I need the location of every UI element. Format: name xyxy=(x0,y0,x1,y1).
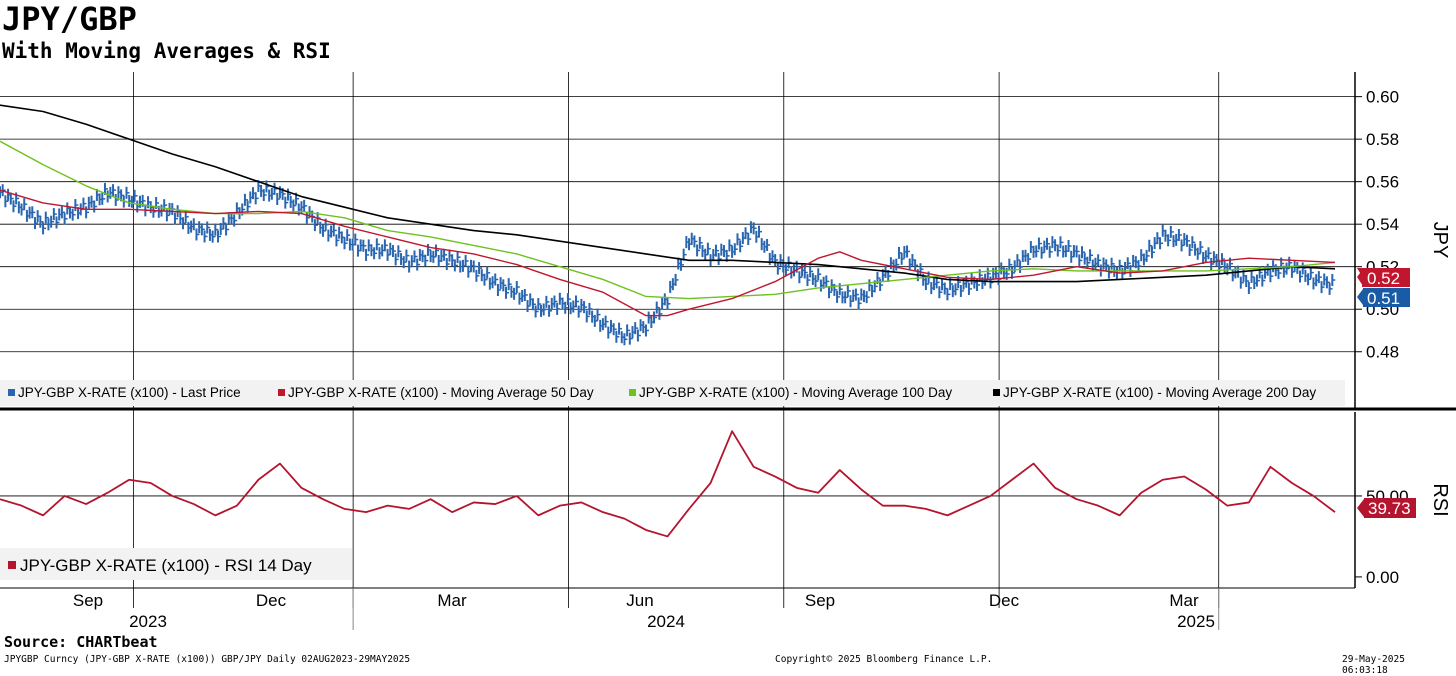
footer-copyright: Copyright© 2025 Bloomberg Finance L.P. xyxy=(775,654,992,665)
legend-swatch-ma50 xyxy=(278,389,285,396)
legend-label-ma200: JPY-GBP X-RATE (x100) - Moving Average 2… xyxy=(1003,385,1316,400)
tag-ma50-label: 0.52 xyxy=(1367,269,1400,288)
x-month-label: Mar xyxy=(1169,591,1199,610)
x-year-label: 2023 xyxy=(129,612,167,631)
tag-rsi-label: 39.73 xyxy=(1368,499,1411,518)
price-tick-label: 0.60 xyxy=(1366,88,1399,107)
legend-label-ma50: JPY-GBP X-RATE (x100) - Moving Average 5… xyxy=(288,385,594,400)
x-month-label: Dec xyxy=(256,591,287,610)
price-axis-title: JPY xyxy=(1429,222,1451,259)
rsi-tick-label: 0.00 xyxy=(1366,568,1399,587)
tag-price: 0.51 xyxy=(1357,288,1410,308)
legend-label-price: JPY-GBP X-RATE (x100) - Last Price xyxy=(18,385,241,400)
ma50-line xyxy=(0,190,1335,315)
source-label: Source: CHARTbeat xyxy=(4,633,158,651)
x-month-label: Jun xyxy=(626,591,653,610)
footer-timestamp: 29-May-2025 06:03:18 xyxy=(1342,654,1456,676)
legend-swatch-ma100 xyxy=(629,389,636,396)
legend-label-ma100: JPY-GBP X-RATE (x100) - Moving Average 1… xyxy=(639,385,952,400)
legend-swatch-ma200 xyxy=(993,389,1000,396)
legend-label-rsi: JPY-GBP X-RATE (x100) - RSI 14 Day xyxy=(20,556,312,575)
x-month-label: Dec xyxy=(989,591,1020,610)
price-tick-label: 0.56 xyxy=(1366,173,1399,192)
price-tick-label: 0.54 xyxy=(1366,215,1399,234)
x-year-label: 2024 xyxy=(647,612,685,631)
rsi-axis-title: RSI xyxy=(1429,483,1451,516)
gridlines xyxy=(0,72,1362,630)
ma100-line xyxy=(0,141,1335,298)
legend-swatch-rsi xyxy=(8,561,16,569)
x-month-label: Sep xyxy=(805,591,835,610)
chart-area: 0.600.580.560.540.520.500.4850.000.00Sep… xyxy=(0,0,1456,632)
x-month-label: Sep xyxy=(73,591,103,610)
tag-price-label: 0.51 xyxy=(1367,289,1400,308)
x-month-label: Mar xyxy=(437,591,467,610)
price-tick-label: 0.48 xyxy=(1366,343,1399,362)
footer-ticker: JPYGBP Curncy (JPY-GBP X-RATE (x100)) GB… xyxy=(4,654,410,665)
x-year-label: 2025 xyxy=(1177,612,1215,631)
rsi-line xyxy=(0,431,1335,536)
tag-ma50: 0.52 xyxy=(1357,268,1410,288)
legend-swatch-price xyxy=(8,389,15,396)
rsi-series-group xyxy=(0,431,1335,536)
tag-rsi: 39.73 xyxy=(1357,498,1416,518)
price-legend: JPY-GBP X-RATE (x100) - Last Price JPY-G… xyxy=(8,385,1316,400)
ma200-line xyxy=(0,105,1335,281)
price-tick-label: 0.58 xyxy=(1366,130,1399,149)
